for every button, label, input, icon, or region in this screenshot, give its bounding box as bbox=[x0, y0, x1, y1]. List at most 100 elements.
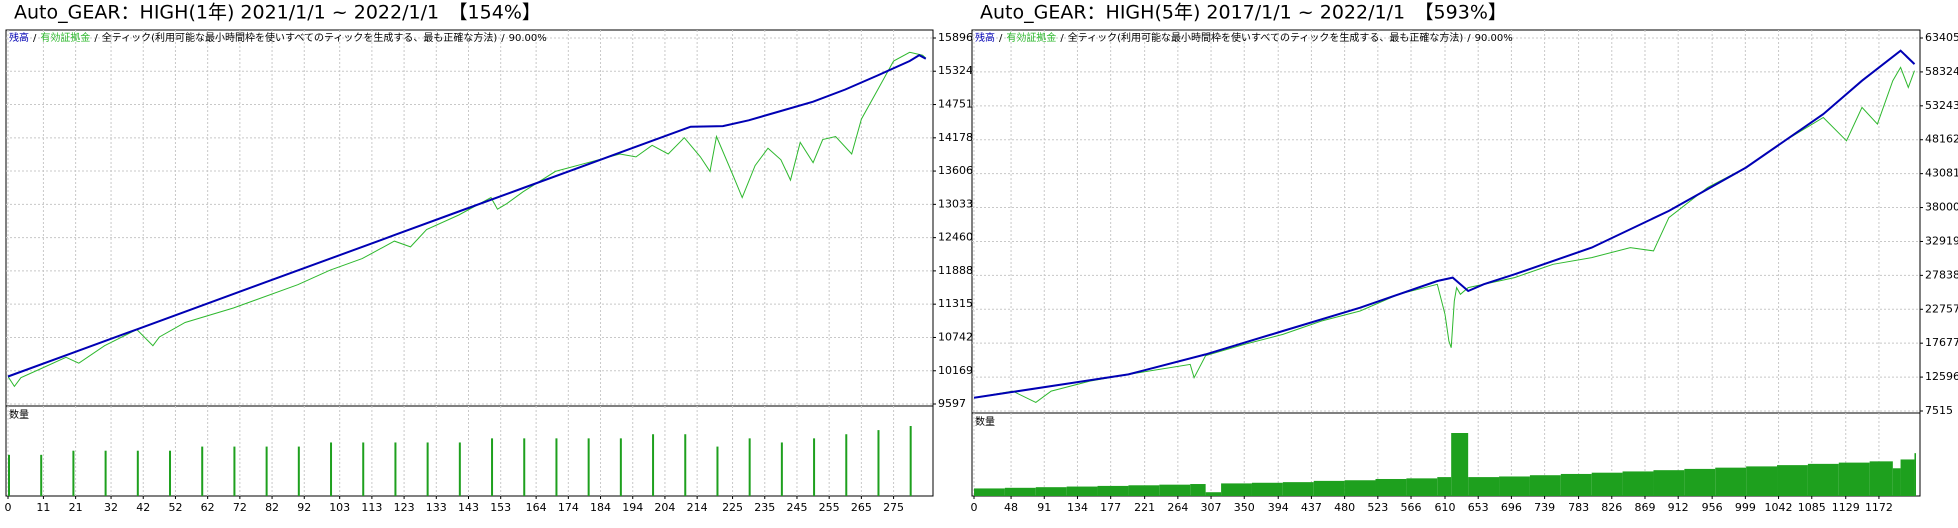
x-tick-label: 214 bbox=[687, 501, 708, 514]
x-tick-label: 1172 bbox=[1865, 501, 1893, 514]
volume-bar bbox=[780, 442, 783, 496]
volume-bar bbox=[619, 438, 622, 496]
volume-bar bbox=[40, 454, 43, 496]
y-tick-label: 10742 bbox=[938, 330, 973, 343]
volume-bar bbox=[233, 446, 236, 496]
y-tick-label: 43081 bbox=[1925, 167, 1958, 180]
legend-separator: / bbox=[1060, 33, 1064, 44]
volume-bar bbox=[555, 438, 558, 496]
legend-entry: 有効証拠金 bbox=[40, 31, 90, 44]
y-tick-label: 14751 bbox=[938, 98, 973, 111]
balance-line bbox=[973, 49, 1916, 399]
legend-separator: / bbox=[33, 33, 37, 44]
x-tick-label: 1129 bbox=[1832, 501, 1860, 514]
y-tick-label: 15896 bbox=[938, 31, 973, 44]
main-panel bbox=[971, 29, 1921, 414]
x-tick-label: 225 bbox=[722, 501, 743, 514]
volume-bar bbox=[458, 442, 461, 496]
x-tick-label: 21 bbox=[69, 501, 83, 514]
legend: 残高 / 有効証拠金 / 全ティック(利用可能な最小時間枠を使いすべてのティックを生成す… bbox=[975, 31, 1513, 44]
volume-bar bbox=[362, 442, 365, 496]
volume-bar bbox=[1251, 482, 1283, 496]
quality-label: 90.00% bbox=[1475, 33, 1513, 44]
x-tick-label: 123 bbox=[394, 501, 415, 514]
volume-bar bbox=[1437, 477, 1452, 496]
legend-separator: / bbox=[999, 33, 1003, 44]
y-tick-label: 14178 bbox=[938, 131, 973, 144]
volume-bar bbox=[1529, 475, 1561, 496]
x-tick-label: 11 bbox=[36, 501, 50, 514]
volume-bar bbox=[1159, 484, 1191, 496]
y-tick-label: 13606 bbox=[938, 164, 973, 177]
x-tick-label: 48 bbox=[1004, 501, 1018, 514]
y-tick-label: 27838 bbox=[1925, 268, 1958, 281]
volume-label: 数量 bbox=[9, 408, 29, 421]
x-tick-label: 523 bbox=[1367, 501, 1388, 514]
x-tick-label: 307 bbox=[1201, 501, 1222, 514]
x-tick-label: 999 bbox=[1735, 501, 1756, 514]
x-tick-label: 177 bbox=[1100, 501, 1121, 514]
volume-bar bbox=[201, 446, 204, 496]
volume-bar bbox=[974, 488, 1005, 496]
volume-bar bbox=[1777, 465, 1808, 496]
x-tick-label: 92 bbox=[297, 501, 311, 514]
legend-entry: 有効証拠金 bbox=[1006, 31, 1056, 44]
volume-bar bbox=[1097, 485, 1129, 496]
volume-bar bbox=[845, 434, 848, 496]
equity-line bbox=[973, 66, 1915, 403]
volume-bar bbox=[1653, 470, 1685, 496]
x-tick-label: 265 bbox=[851, 501, 872, 514]
x-tick-label: 912 bbox=[1668, 501, 1689, 514]
x-tick-label: 153 bbox=[490, 501, 511, 514]
x-tick-label: 174 bbox=[558, 501, 579, 514]
volume-bar bbox=[1869, 461, 1893, 496]
y-tick-label: 58324 bbox=[1925, 65, 1958, 78]
chart-title: Auto_GEAR：HIGH(1年) 2021/1/1 ~ 2022/1/1 【… bbox=[14, 2, 541, 24]
x-tick-label: 133 bbox=[426, 501, 447, 514]
x-tick-label: 826 bbox=[1601, 501, 1622, 514]
volume-bar bbox=[136, 450, 139, 496]
y-tick-label: 53243 bbox=[1925, 99, 1958, 112]
x-tick-label: 0 bbox=[5, 501, 12, 514]
x-tick-label: 62 bbox=[201, 501, 215, 514]
x-tick-label: 653 bbox=[1468, 501, 1489, 514]
y-tick-label: 12460 bbox=[938, 231, 973, 244]
volume-bar bbox=[523, 438, 526, 496]
volume-bar bbox=[1205, 492, 1222, 496]
volume-bar bbox=[1375, 478, 1407, 496]
y-tick-label: 48162 bbox=[1925, 133, 1958, 146]
x-tick-label: 437 bbox=[1301, 501, 1322, 514]
volume-bar bbox=[1746, 466, 1778, 496]
main-panel bbox=[5, 29, 934, 407]
volume-panel bbox=[5, 405, 934, 497]
y-tick-label: 13033 bbox=[938, 197, 973, 210]
x-tick-label: 204 bbox=[654, 501, 675, 514]
volume-bar bbox=[1914, 453, 1916, 496]
volume-bar bbox=[813, 438, 816, 496]
y-tick-label: 11888 bbox=[938, 264, 973, 277]
chart-title: Auto_GEAR：HIGH(5年) 2017/1/1 ~ 2022/1/1 【… bbox=[980, 2, 1507, 24]
volume-bar bbox=[1344, 480, 1376, 496]
x-tick-label: 72 bbox=[233, 501, 247, 514]
x-tick-label: 739 bbox=[1534, 501, 1555, 514]
volume-bar bbox=[1807, 463, 1839, 496]
volume-bar bbox=[1313, 480, 1345, 496]
legend-separator: / bbox=[501, 33, 505, 44]
x-tick-label: 91 bbox=[1037, 501, 1051, 514]
x-tick-label: 221 bbox=[1134, 501, 1155, 514]
volume-bar bbox=[265, 446, 268, 496]
volume-bar bbox=[1892, 468, 1901, 496]
y-tick-label: 12596 bbox=[1925, 370, 1958, 383]
volume-bar bbox=[297, 446, 300, 496]
legend-entry: 残高 bbox=[975, 31, 995, 44]
x-tick-label: 164 bbox=[526, 501, 547, 514]
volume-bar bbox=[1451, 433, 1469, 496]
model-label: 全ティック(利用可能な最小時間枠を使いすべてのティックを生成する、最も正確な方法… bbox=[102, 31, 498, 44]
volume-bar bbox=[1622, 471, 1654, 496]
x-tick-label: 610 bbox=[1435, 501, 1456, 514]
volume-bar bbox=[1190, 484, 1206, 496]
volume-bar bbox=[1900, 459, 1915, 496]
legend-separator: / bbox=[1467, 33, 1471, 44]
volume-bar bbox=[716, 446, 719, 496]
volume-bar bbox=[877, 430, 880, 496]
